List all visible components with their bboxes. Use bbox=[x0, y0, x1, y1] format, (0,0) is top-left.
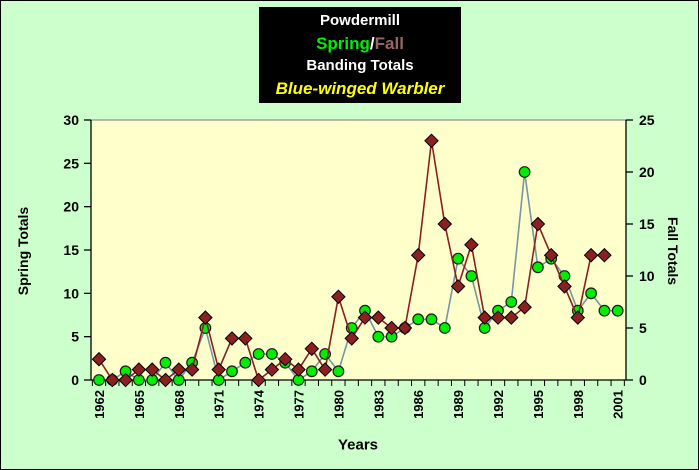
fall-data-point bbox=[464, 237, 479, 253]
x-axis-year-label: 1986 bbox=[411, 390, 426, 419]
fall-data-point bbox=[237, 331, 253, 346]
right-axis-tick-label: 25 bbox=[639, 112, 655, 128]
left-axis-tick-label: 0 bbox=[71, 372, 79, 388]
spring-data-point bbox=[438, 322, 451, 334]
spring-data-point bbox=[305, 365, 318, 378]
fall-data-point bbox=[91, 351, 107, 367]
x-axis-title: Years bbox=[337, 436, 379, 454]
left-axis-tick-label: 10 bbox=[63, 285, 79, 301]
fall-data-point bbox=[384, 320, 399, 336]
series-line-spring bbox=[99, 171, 618, 382]
spring-data-point bbox=[93, 374, 105, 386]
fall-data-point bbox=[144, 362, 160, 377]
spring-data-point bbox=[412, 313, 425, 326]
fall-data-point bbox=[251, 372, 266, 388]
left-axis-tick-label: 30 bbox=[63, 112, 79, 128]
fall-data-point bbox=[450, 279, 466, 294]
right-axis-tick-label: 20 bbox=[639, 164, 655, 180]
x-axis-year-label: 1983 bbox=[371, 390, 386, 419]
fall-data-point bbox=[543, 247, 559, 263]
fall-data-point bbox=[397, 320, 413, 336]
left-axis-tick-label: 15 bbox=[63, 242, 79, 258]
fall-data-point bbox=[530, 216, 546, 232]
fall-data-point bbox=[583, 247, 599, 263]
right-axis-tick-label: 5 bbox=[639, 320, 647, 336]
left-axis-tick-label: 20 bbox=[63, 199, 79, 215]
spring-data-point bbox=[505, 296, 518, 308]
fall-data-point bbox=[424, 133, 439, 149]
chart-title-box: Powdermill Spring/Fall Banding Totals Bl… bbox=[259, 7, 461, 103]
fall-data-point bbox=[224, 331, 240, 346]
fall-data-point bbox=[104, 372, 120, 388]
fall-data-point bbox=[357, 310, 373, 325]
x-axis-year-label: 1962 bbox=[92, 390, 107, 419]
fall-data-point bbox=[158, 372, 173, 388]
spring-data-point bbox=[372, 330, 385, 343]
spring-data-point bbox=[452, 252, 465, 265]
fall-data-point bbox=[490, 310, 506, 325]
title-location: Powdermill bbox=[319, 12, 401, 30]
fall-data-point bbox=[370, 310, 386, 325]
spring-data-point bbox=[585, 287, 597, 300]
fall-data-point bbox=[211, 362, 227, 377]
x-axis-year-label: 1968 bbox=[172, 390, 187, 419]
fall-data-point bbox=[517, 299, 532, 315]
x-axis-year-label: 1998 bbox=[571, 390, 586, 419]
title-fall-word: Fall bbox=[374, 33, 404, 53]
spring-data-point bbox=[332, 365, 345, 378]
x-axis-year-label: 1974 bbox=[252, 389, 267, 419]
fall-data-point bbox=[118, 372, 133, 388]
x-axis-year-label: 1995 bbox=[531, 390, 546, 419]
spring-data-point bbox=[159, 356, 172, 369]
fall-data-point bbox=[410, 247, 426, 263]
fall-data-point bbox=[344, 331, 360, 346]
fall-data-point bbox=[570, 310, 586, 325]
right-axis-tick-label: 15 bbox=[639, 216, 655, 232]
spring-data-point bbox=[611, 304, 624, 317]
fall-data-point bbox=[264, 362, 280, 377]
spring-data-point bbox=[266, 348, 278, 360]
title-season-line: Spring/Fall bbox=[316, 35, 404, 52]
fall-data-point bbox=[503, 310, 519, 325]
fall-data-point bbox=[131, 362, 147, 377]
fall-data-point bbox=[277, 351, 293, 367]
spring-data-point bbox=[598, 304, 611, 317]
title-banding-totals: Banding Totals bbox=[306, 57, 414, 75]
x-axis-year-label: 1977 bbox=[292, 390, 307, 419]
fall-data-point bbox=[317, 362, 333, 377]
right-axis-tick-label: 10 bbox=[639, 268, 655, 284]
x-axis-year-label: 1980 bbox=[331, 390, 346, 419]
title-species: Blue-winged Warbler bbox=[275, 78, 445, 98]
fall-data-point bbox=[437, 216, 453, 232]
spring-data-point bbox=[239, 356, 252, 369]
spring-data-point bbox=[425, 313, 438, 326]
spring-data-point bbox=[518, 166, 531, 178]
fall-data-point bbox=[557, 279, 572, 294]
x-axis-year-label: 1971 bbox=[212, 390, 227, 419]
x-axis-year-label: 2001 bbox=[611, 390, 626, 419]
left-axis-tick-label: 5 bbox=[71, 329, 79, 345]
spring-data-point bbox=[465, 270, 478, 282]
fall-data-point bbox=[291, 362, 306, 377]
plot-area bbox=[91, 120, 626, 380]
fall-data-point bbox=[331, 289, 346, 305]
title-spring-word: Spring bbox=[316, 33, 370, 53]
x-axis-year-label: 1965 bbox=[132, 390, 147, 419]
left-axis-tick-label: 25 bbox=[63, 155, 79, 171]
spring-data-point bbox=[226, 365, 238, 378]
right-axis-tick-label: 0 bbox=[639, 372, 647, 388]
x-axis-year-label: 1989 bbox=[451, 390, 466, 419]
spring-data-point bbox=[532, 261, 544, 274]
x-axis-year-label: 1992 bbox=[491, 390, 506, 419]
fall-data-point bbox=[171, 362, 187, 377]
fall-data-point bbox=[198, 310, 213, 325]
title-separator: / bbox=[369, 33, 375, 53]
fall-data-point bbox=[597, 247, 612, 263]
fall-data-point bbox=[304, 341, 320, 357]
fall-data-point bbox=[184, 362, 200, 377]
fall-data-point bbox=[477, 310, 493, 325]
spring-data-point bbox=[252, 348, 265, 360]
